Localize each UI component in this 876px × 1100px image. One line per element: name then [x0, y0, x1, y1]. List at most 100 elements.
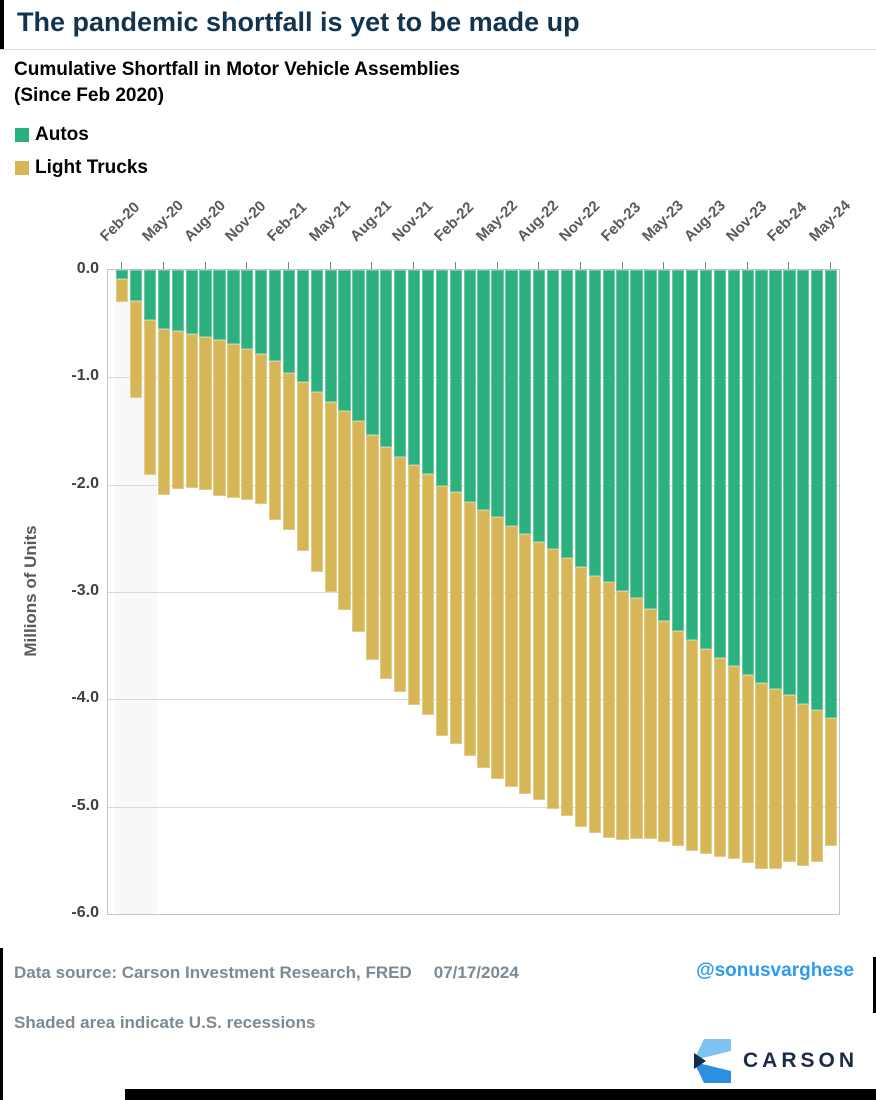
x-tick-label-text: May-22 — [472, 197, 521, 245]
bar-segment-autos — [241, 270, 254, 350]
bar-segment-autos — [658, 270, 671, 621]
author-handle-link[interactable]: @sonusvarghese — [696, 960, 854, 981]
bar-segment-autos — [435, 270, 449, 486]
x-tick-label-text: Nov-21 — [389, 197, 437, 245]
bar-segment-autos — [533, 270, 546, 542]
x-tick-label-text: Aug-20 — [180, 197, 229, 245]
x-tick-mark — [288, 262, 289, 269]
bar-segment-light-trucks — [185, 334, 198, 488]
bar-segment-autos — [699, 270, 713, 649]
x-tick-label-text: May-20 — [138, 197, 187, 245]
light-trucks-swatch-icon — [15, 161, 29, 175]
x-tick-label-text: May-23 — [639, 197, 688, 245]
bar-segment-light-trucks — [407, 465, 421, 705]
bar-segment-light-trucks — [421, 473, 435, 716]
y-tick-label: -5.0 — [71, 797, 99, 814]
bar-segment-autos — [213, 270, 226, 340]
x-tick-mark — [538, 262, 540, 269]
x-tick-mark — [329, 262, 331, 269]
carson-logo: CARSON — [691, 1038, 858, 1084]
x-tick-label-text: Aug-23 — [680, 197, 729, 245]
legend-item-autos: Autos — [15, 124, 89, 145]
y-tick-label: -1.0 — [71, 367, 99, 384]
x-tick-mark — [579, 262, 581, 269]
x-tick-label-text: Feb-23 — [597, 198, 644, 245]
bar-segment-autos — [116, 270, 129, 279]
x-tick-label-text: Feb-21 — [263, 198, 311, 245]
bar-segment-autos — [713, 270, 727, 658]
carson-logo-mark-icon — [693, 1039, 731, 1083]
bar-segment-light-trucks — [213, 339, 226, 497]
x-tick-mark — [746, 262, 748, 269]
bar-segment-light-trucks — [227, 344, 240, 498]
x-tick-label-text: Aug-22 — [514, 197, 563, 245]
bar-segment-light-trucks — [574, 567, 588, 827]
bar-segment-autos — [296, 270, 310, 382]
carson-logo-text: CARSON — [742, 1049, 858, 1072]
bar-segment-autos — [727, 270, 740, 667]
title-left-rule — [0, 0, 4, 50]
bar-segment-autos — [407, 270, 421, 466]
bar-segment-autos — [282, 270, 296, 373]
bar-segment-light-trucks — [685, 640, 699, 851]
bar-segment-light-trucks — [755, 683, 768, 869]
x-tick-mark — [121, 262, 123, 269]
x-tick-label-text: Nov-22 — [555, 197, 604, 245]
legend-item-light-trucks: Light Trucks — [15, 157, 148, 178]
bar-segment-light-trucks — [519, 534, 532, 794]
bar-segment-light-trucks — [727, 666, 740, 860]
footer-right-rule — [873, 957, 876, 1013]
x-tick-mark — [496, 262, 498, 269]
bar-segment-autos — [421, 270, 435, 474]
y-tick-label: -4.0 — [71, 689, 99, 706]
y-tick-label: -6.0 — [71, 904, 99, 921]
bar-segment-light-trucks — [811, 710, 824, 863]
bar-segment-autos — [560, 270, 574, 558]
bar-segment-light-trucks — [116, 278, 129, 303]
bar-segment-light-trucks — [394, 456, 407, 692]
bar-segment-autos — [338, 270, 351, 411]
x-tick-mark — [788, 262, 790, 269]
y-axis-title: Millions of Units — [21, 525, 40, 657]
bar-segment-light-trucks — [783, 695, 796, 863]
y-tick-label: -3.0 — [71, 582, 99, 599]
bar-segment-autos — [505, 270, 518, 526]
bar-segment-light-trucks — [338, 410, 351, 611]
bar-segment-autos — [157, 270, 171, 329]
x-tick-label-text: Feb-22 — [430, 198, 477, 245]
bar-segment-light-trucks — [296, 381, 310, 552]
footer-left-rule — [0, 948, 3, 1100]
bar-segment-light-trucks — [672, 630, 685, 847]
bar-segment-light-trucks — [171, 331, 184, 489]
bar-segment-light-trucks — [546, 549, 560, 809]
bar-segment-light-trucks — [129, 301, 143, 398]
bar-segment-light-trucks — [616, 590, 629, 840]
data-source-text: Data source: Carson Investment Research,… — [14, 963, 412, 982]
y-tick-label: -2.0 — [71, 475, 99, 492]
data-source-date: 07/17/2024 — [433, 963, 519, 982]
bar-segment-autos — [449, 270, 462, 493]
recession-footnote: Shaded area indicate U.S. recessions — [14, 1013, 316, 1032]
bar-segment-autos — [477, 270, 490, 511]
bar-segment-autos — [755, 270, 768, 684]
bar-segment-autos — [255, 270, 268, 354]
bar-segment-autos — [630, 270, 643, 599]
x-tick-label-text: May-24 — [806, 197, 855, 245]
page-title: The pandemic shortfall is yet to be made… — [17, 7, 580, 37]
bar-segment-light-trucks — [477, 510, 490, 768]
bar-segment-light-trucks — [268, 361, 282, 521]
bar-segment-autos — [324, 270, 337, 402]
bar-segment-light-trucks — [658, 621, 671, 843]
bar-segment-light-trucks — [824, 717, 838, 847]
bar-segment-light-trucks — [380, 447, 393, 679]
bar-segment-autos — [769, 270, 782, 689]
footer-bottom-rule — [125, 1089, 876, 1100]
bar-segment-autos — [672, 270, 685, 631]
x-tick-label-text: Feb-20 — [97, 198, 144, 245]
x-tick-label-text: Nov-20 — [222, 197, 270, 245]
bar-segment-autos — [171, 270, 184, 332]
bar-segment-autos — [394, 270, 407, 457]
y-tick-label: 0.0 — [76, 260, 99, 277]
bar-segment-light-trucks — [157, 329, 171, 496]
